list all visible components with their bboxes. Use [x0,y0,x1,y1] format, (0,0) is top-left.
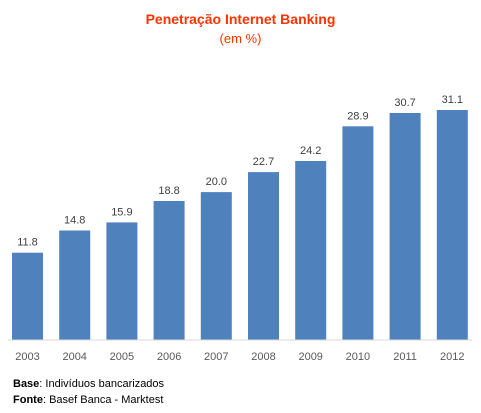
value-label-2006: 18.8 [158,185,179,197]
x-tick-label-2005: 2005 [110,351,134,363]
value-label-2011: 30.7 [394,97,415,109]
x-tick-label-2010: 2010 [346,351,370,363]
value-label-2012: 31.1 [442,94,463,106]
x-tick-label-2006: 2006 [157,351,181,363]
footer-source-label: Fonte [13,394,43,406]
value-label-2007: 20.0 [206,176,227,188]
value-label-2010: 28.9 [347,110,368,122]
x-tick-label-2007: 2007 [204,351,228,363]
value-label-2008: 22.7 [253,156,274,168]
bars-group [12,110,468,340]
x-tick-label-2003: 2003 [15,351,39,363]
value-label-2004: 14.8 [64,215,85,227]
footer-base: Base: Indivíduos bancarizados [13,377,164,391]
footer-base-text: : Indivíduos bancarizados [39,378,165,390]
value-label-2005: 15.9 [111,206,132,218]
x-tick-label-2011: 2011 [393,351,417,363]
bar-2012 [436,110,468,340]
x-tick-label-2008: 2008 [251,351,275,363]
footer-source: Fonte: Basef Banca - Marktest [13,393,163,407]
bar-2011 [389,113,421,340]
x-tick-label-2009: 2009 [298,351,322,363]
bar-2008 [248,172,279,340]
footer-source-text: : Basef Banca - Marktest [42,394,164,406]
footer-base-label: Base [13,378,40,390]
value-label-2009: 24.2 [300,145,321,157]
bar-2005 [106,222,138,340]
value-labels-group: 11.8 14.8 15.9 18.8 20.0 22.7 24.2 28.9 30.7 31.1 [17,94,463,249]
bar-2009 [295,161,327,340]
chart-title: Penetração Internet Banking [145,11,336,27]
bar-2004 [59,230,91,340]
chart-subtitle: (em %) [219,31,262,46]
value-label-2003: 11.8 [17,237,38,249]
x-tick-labels-group: 2003 2004 2005 2006 2007 2008 2009 2010 2011 2012 [15,351,464,363]
bar-2010 [342,126,374,340]
x-tick-label-2012: 2012 [440,351,464,363]
x-tick-label-2004: 2004 [62,351,86,363]
bar-2006 [153,201,185,340]
bar-2003 [12,252,43,340]
bar-2007 [200,192,232,340]
